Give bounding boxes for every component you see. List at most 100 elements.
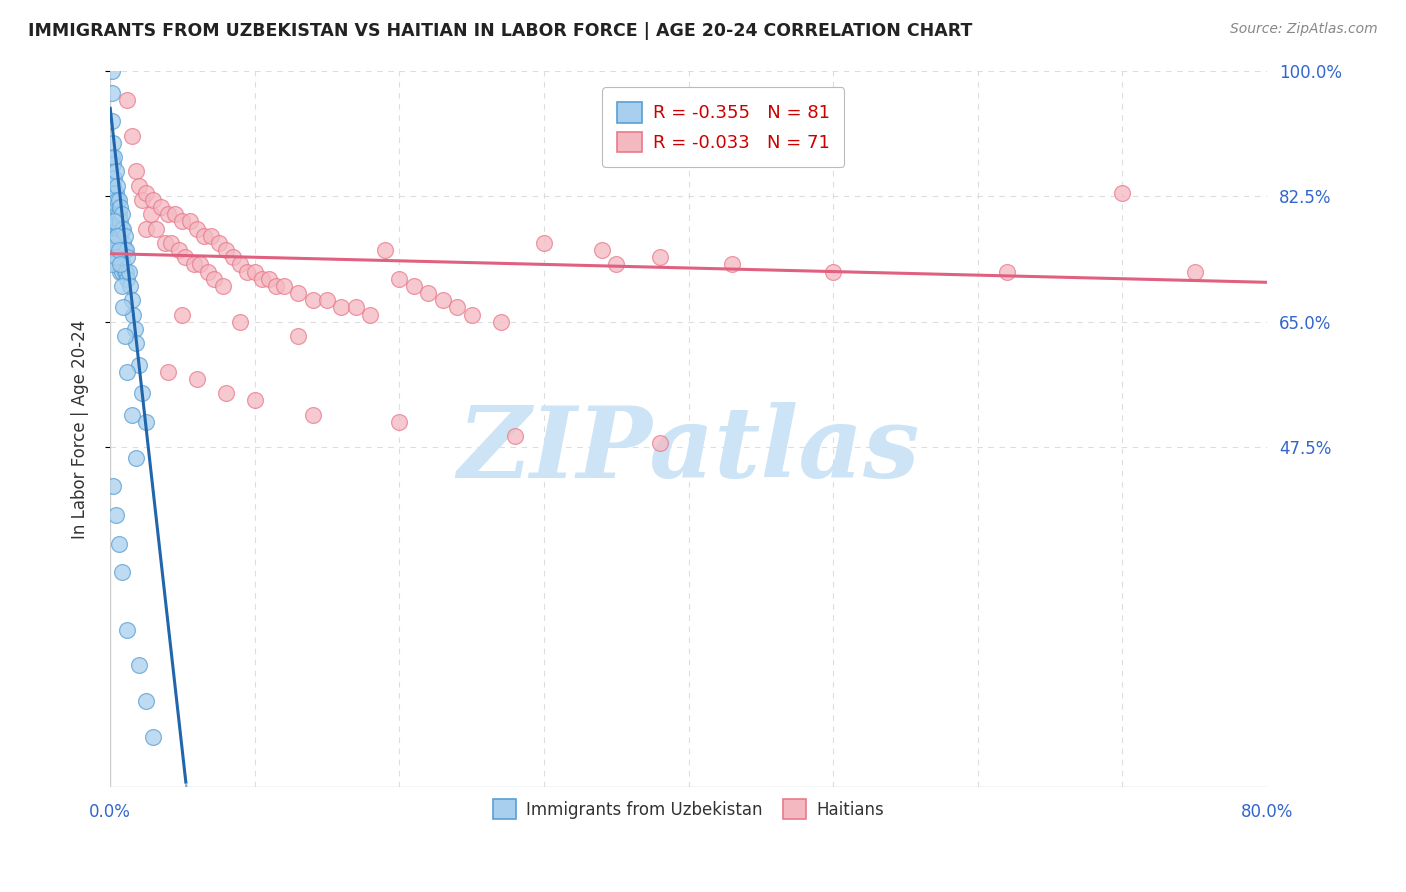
Point [273, 279, 295, 293]
Point [995, 264, 1018, 278]
Point [503, 429, 526, 443]
Point [174, 250, 197, 264]
Point [460, 308, 482, 322]
Text: Source: ZipAtlas.com: Source: ZipAtlas.com [1230, 22, 1378, 37]
Point [156, 365, 179, 379]
Point [115, 264, 138, 278]
Point [112, 221, 135, 235]
Point [301, 408, 323, 422]
Point [101, 479, 124, 493]
Point [111, 279, 134, 293]
Point [105, 221, 128, 235]
Point [229, 315, 252, 329]
Point [114, 264, 136, 278]
Point [316, 293, 339, 308]
Point [648, 250, 671, 264]
Point [122, 308, 145, 322]
Point [117, 271, 139, 285]
Point [107, 193, 129, 207]
Point [193, 228, 215, 243]
Point [139, 207, 162, 221]
Point [117, 365, 139, 379]
Point [172, 214, 194, 228]
Point [131, 193, 153, 207]
Point [107, 235, 129, 250]
Point [1111, 186, 1133, 200]
Point [117, 250, 139, 264]
Point [111, 221, 134, 235]
Point [121, 293, 143, 308]
Point [142, 730, 165, 744]
Point [101, 178, 124, 193]
Point [105, 193, 128, 207]
Point [118, 264, 141, 278]
Point [125, 164, 148, 178]
Point [108, 200, 131, 214]
Point [388, 271, 411, 285]
Point [108, 243, 131, 257]
Point [111, 207, 134, 221]
Point [202, 271, 225, 285]
Point [533, 235, 555, 250]
Point [108, 257, 131, 271]
Point [100, 64, 122, 78]
Point [823, 264, 845, 278]
Point [104, 228, 127, 243]
Point [149, 200, 172, 214]
Point [125, 450, 148, 465]
Point [236, 264, 259, 278]
Point [432, 293, 454, 308]
Point [418, 286, 440, 301]
Point [104, 508, 127, 522]
Point [197, 264, 219, 278]
Point [128, 178, 150, 193]
Point [103, 207, 125, 221]
Point [145, 221, 167, 235]
Point [103, 186, 125, 200]
Point [101, 235, 124, 250]
Point [112, 301, 135, 315]
Point [287, 286, 309, 301]
Point [115, 243, 138, 257]
Point [104, 250, 127, 264]
Point [100, 150, 122, 164]
Legend: Immigrants from Uzbekistan, Haitians: Immigrants from Uzbekistan, Haitians [486, 793, 890, 825]
Point [159, 235, 181, 250]
Point [107, 207, 129, 221]
Point [402, 279, 425, 293]
Point [388, 415, 411, 429]
Point [186, 372, 208, 386]
Point [131, 386, 153, 401]
Point [114, 243, 136, 257]
Point [105, 228, 128, 243]
Point [103, 221, 125, 235]
Point [359, 308, 381, 322]
Point [100, 86, 122, 100]
Point [101, 157, 124, 171]
Point [330, 301, 353, 315]
Point [117, 93, 139, 107]
Point [207, 235, 229, 250]
Y-axis label: In Labor Force | Age 20-24: In Labor Force | Age 20-24 [72, 319, 89, 539]
Point [108, 214, 131, 228]
Point [172, 308, 194, 322]
Point [112, 257, 135, 271]
Point [135, 415, 157, 429]
Point [120, 279, 142, 293]
Text: IMMIGRANTS FROM UZBEKISTAN VS HAITIAN IN LABOR FORCE | AGE 20-24 CORRELATION CHA: IMMIGRANTS FROM UZBEKISTAN VS HAITIAN IN… [28, 22, 973, 40]
Point [591, 243, 613, 257]
Point [114, 329, 136, 343]
Point [104, 164, 127, 178]
Point [344, 301, 367, 315]
Point [257, 271, 280, 285]
Point [114, 228, 136, 243]
Point [112, 235, 135, 250]
Point [107, 537, 129, 551]
Point [489, 315, 512, 329]
Point [721, 257, 744, 271]
Point [103, 150, 125, 164]
Point [153, 235, 176, 250]
Point [179, 214, 201, 228]
Point [103, 235, 125, 250]
Point [101, 136, 124, 150]
